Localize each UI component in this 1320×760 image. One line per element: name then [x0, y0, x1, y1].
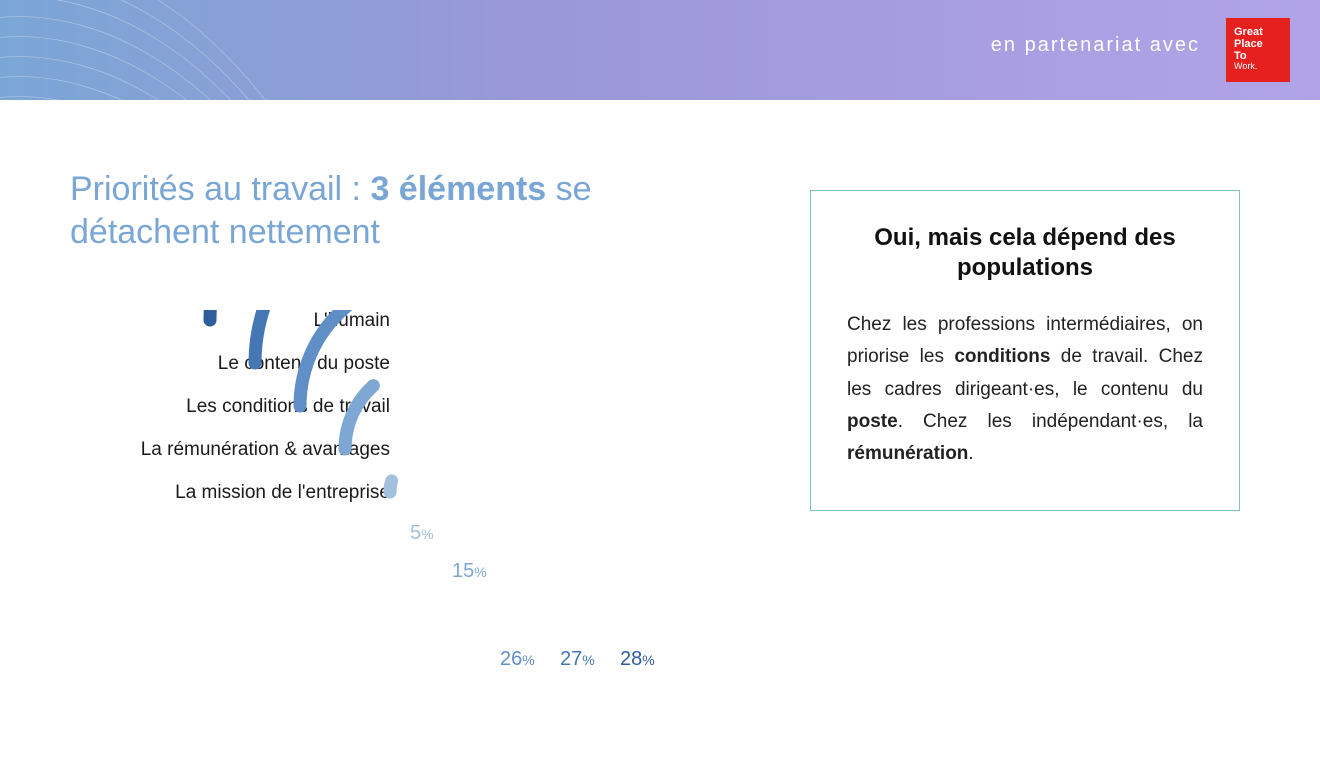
- header-bar: en partenariat avec Great Place To Work.: [0, 0, 1320, 100]
- info-text: . Chez les indépendant·es, la: [898, 411, 1203, 432]
- value-label: 5%: [410, 522, 434, 545]
- radial-chart: L'humainLe contenu du posteLes condition…: [120, 310, 690, 680]
- title-bold: 3 éléments: [370, 170, 546, 208]
- logo-line: Great: [1234, 26, 1282, 38]
- info-bold: poste: [847, 411, 898, 432]
- arc: [390, 481, 392, 492]
- value-label: 26%: [500, 648, 535, 671]
- info-heading: Oui, mais cela dépend des populations: [847, 223, 1203, 283]
- info-box: Oui, mais cela dépend des populations Ch…: [810, 190, 1240, 511]
- slide: en partenariat avec Great Place To Work.…: [0, 0, 1320, 760]
- value-label: 28%: [620, 648, 655, 671]
- value-label: 15%: [452, 560, 487, 583]
- info-bold: rémunération: [847, 443, 968, 464]
- info-body: Chez les professions intermédiaires, on …: [847, 309, 1203, 470]
- page-title: Priorités au travail : 3 éléments se dét…: [70, 168, 710, 253]
- logo-line: Work.: [1234, 62, 1282, 72]
- arc: [300, 310, 415, 406]
- info-bold: conditions: [954, 346, 1050, 367]
- logo-line: Place: [1234, 38, 1282, 50]
- arc: [210, 310, 430, 320]
- title-pre: Priorités au travail :: [70, 170, 370, 208]
- partnership-label: en partenariat avec: [991, 34, 1200, 57]
- partner-logo: Great Place To Work.: [1226, 18, 1290, 82]
- info-text: .: [968, 443, 973, 464]
- radial-arcs: [120, 310, 690, 680]
- value-label: 27%: [560, 648, 595, 671]
- arc: [345, 386, 373, 449]
